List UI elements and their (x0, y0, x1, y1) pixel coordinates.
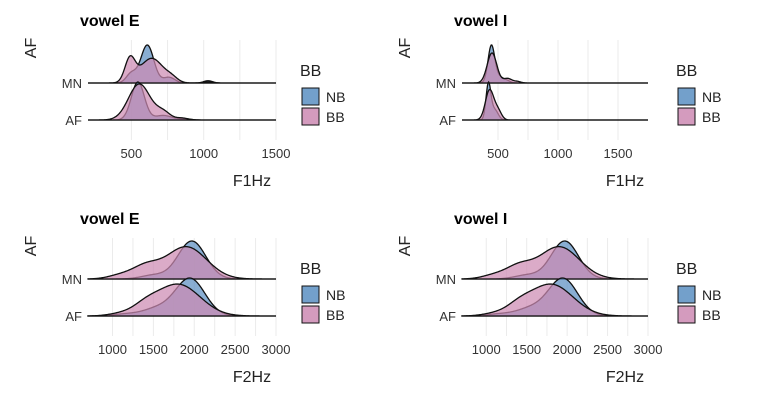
legend-swatch (677, 107, 696, 126)
ridge-mn-bb (87, 245, 276, 280)
x-tick-label: 1500 (512, 342, 541, 357)
legend-swatch (301, 107, 320, 126)
legend-title: BB (676, 261, 697, 278)
ridge-af-bb (87, 283, 276, 317)
y-tick-label: MN (62, 272, 82, 287)
ridge-af-bb (462, 88, 648, 121)
legend-title: BB (676, 63, 697, 80)
x-tick-label: 1500 (139, 342, 168, 357)
ridge-mn-bb (462, 52, 648, 84)
ridge-af-bb (461, 283, 648, 317)
ridge-mn-bb (88, 55, 276, 84)
legend-swatch (677, 87, 696, 106)
y-axis-title: AF (397, 236, 414, 257)
legend-label: NB (326, 89, 345, 105)
x-tick-label: 1500 (604, 146, 633, 161)
panel-3: vowel E AF AF MN 1000 1500 2000 2500 3000 F2Hz BB N… (23, 211, 345, 386)
legend-title: BB (300, 63, 321, 80)
panel-1: vowel E AF AF MN 500 1000 1500 F1Hz BB NB BB (23, 13, 345, 190)
x-tick-label: 1000 (189, 146, 218, 161)
y-tick-label: AF (439, 309, 456, 324)
legend-label: BB (702, 109, 721, 125)
y-tick-label: AF (439, 113, 456, 128)
ridge-mn-bb (461, 245, 648, 280)
x-axis-title: F1Hz (233, 173, 271, 190)
x-axis-title: F2Hz (233, 369, 271, 386)
ridge-mn-nb (88, 44, 276, 84)
y-tick-label: AF (65, 309, 82, 324)
y-axis-title: AF (23, 38, 40, 59)
x-tick-label: 500 (487, 146, 509, 161)
x-tick-label: 2000 (553, 342, 582, 357)
x-tick-label: 1000 (98, 342, 127, 357)
x-tick-label: 3000 (634, 342, 663, 357)
ridge-af-bb (88, 83, 276, 121)
ridge-af-nb (88, 81, 276, 121)
legend-swatch (301, 87, 320, 106)
legend-swatch (301, 305, 320, 324)
x-tick-label: 2500 (221, 342, 250, 357)
x-tick-label: 3000 (262, 342, 291, 357)
x-tick-label: 1000 (472, 342, 501, 357)
legend-label: BB (702, 307, 721, 323)
panel-title: vowel I (454, 13, 507, 30)
x-tick-label: 1500 (262, 146, 291, 161)
legend-label: NB (702, 89, 721, 105)
y-tick-label: MN (436, 272, 456, 287)
legend-label: BB (326, 307, 345, 323)
legend: BB NB BB (300, 261, 345, 324)
panel-title: vowel E (80, 211, 140, 228)
legend: BB NB BB (676, 261, 721, 324)
x-axis-title: F2Hz (606, 369, 644, 386)
panel-title: vowel E (80, 13, 140, 30)
x-tick-label: 2500 (593, 342, 622, 357)
x-tick-label: 500 (121, 146, 143, 161)
panel-2: vowel I AF AF MN 500 1000 1500 F1Hz BB NB BB (397, 13, 721, 190)
x-tick-label: 1000 (544, 146, 573, 161)
legend-title: BB (300, 261, 321, 278)
legend: BB NB BB (300, 63, 345, 126)
panel-title: vowel I (454, 211, 507, 228)
y-axis-title: AF (397, 38, 414, 59)
y-tick-label: MN (436, 76, 456, 91)
x-tick-label: 2000 (180, 342, 209, 357)
legend-label: NB (702, 287, 721, 303)
legend-swatch (677, 305, 696, 324)
y-axis-title: AF (23, 236, 40, 257)
legend-swatch (301, 285, 320, 304)
x-axis-title: F1Hz (606, 173, 644, 190)
y-tick-label: MN (62, 76, 82, 91)
legend: BB NB BB (676, 63, 721, 126)
legend-label: BB (326, 109, 345, 125)
legend-label: NB (326, 287, 345, 303)
legend-swatch (677, 285, 696, 304)
panel-4: vowel I AF AF MN 1000 1500 2000 2500 3000 F2Hz BB N… (397, 211, 721, 386)
y-tick-label: AF (65, 113, 82, 128)
